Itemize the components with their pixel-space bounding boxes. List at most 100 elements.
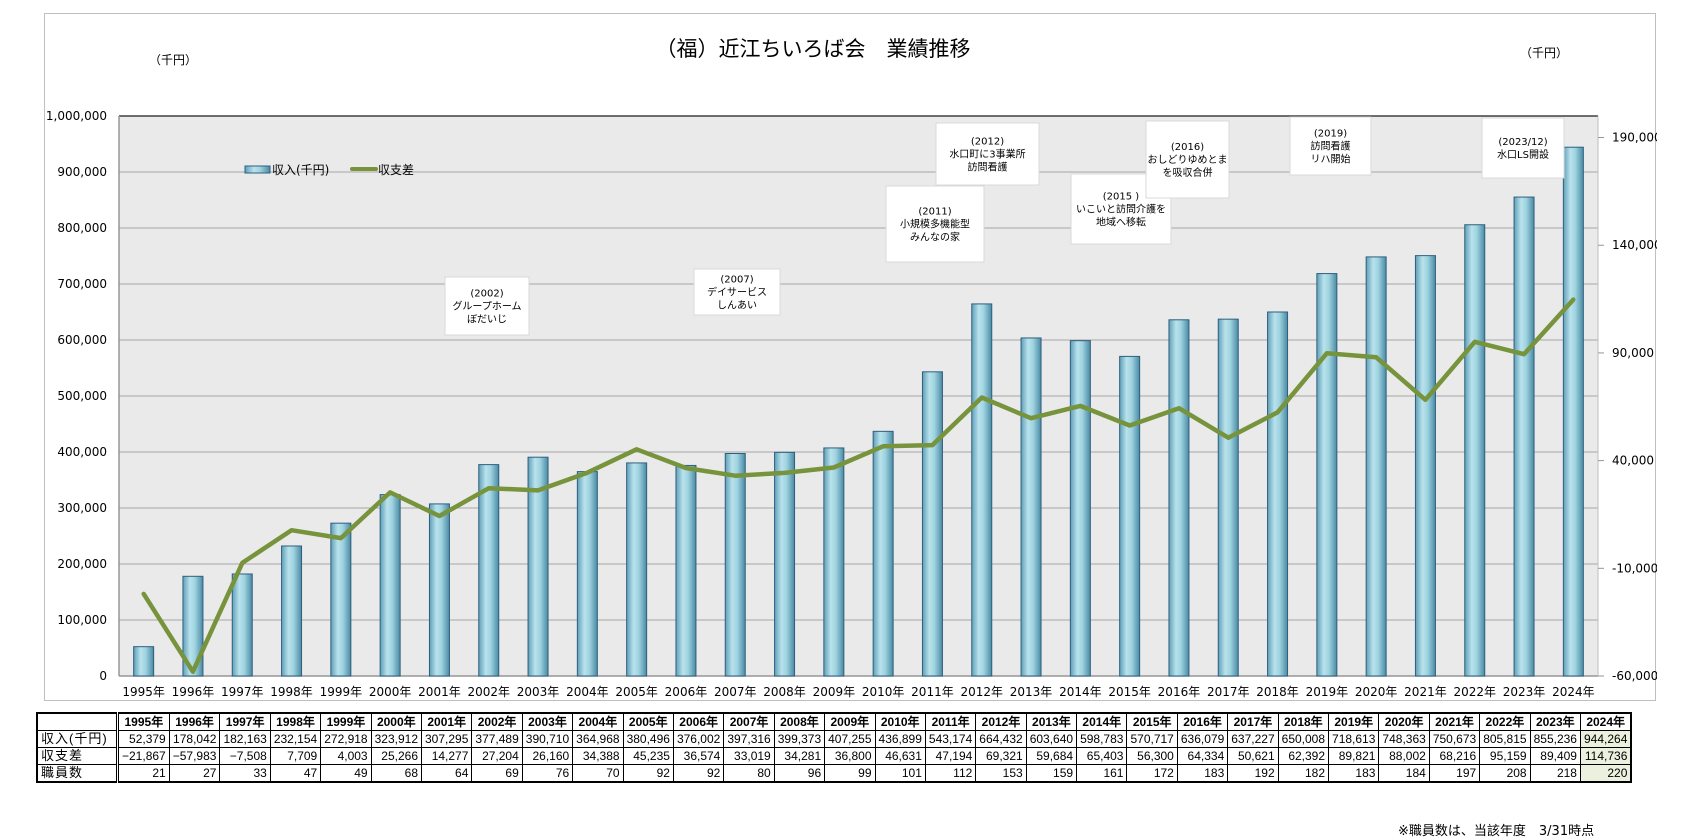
table-cell: 96 [773, 764, 826, 783]
table-cell: 88,002 [1378, 747, 1430, 765]
bar-1998年 [281, 545, 303, 677]
annotation-year: (2007) [720, 275, 753, 286]
footnote: ※職員数は、当該年度 3/31時点 [1398, 824, 1595, 839]
table-cell: 570,717 [1126, 730, 1178, 748]
table-header-cell: 2004年 [572, 712, 624, 731]
table-header-cell: 2020年 [1378, 712, 1430, 731]
table-cell: 69,321 [975, 747, 1027, 765]
table-cell: 543,174 [924, 730, 977, 748]
table-cell: 7,709 [269, 747, 322, 765]
annotation-text: 地域へ移転 [1096, 216, 1146, 229]
annotation-text: 訪問看護 [1311, 140, 1351, 153]
x-tick-label: 1998年 [270, 685, 313, 699]
x-tick-label: 2015年 [1108, 685, 1151, 699]
annotation-text: リハ開始 [1311, 153, 1351, 166]
table-cell: 101 [874, 764, 926, 783]
table-cell: 89,409 [1529, 747, 1581, 765]
table-cell: 47 [269, 764, 322, 783]
table-header-cell: 2005年 [622, 712, 674, 731]
bar-2005年 [626, 462, 648, 677]
table-cell: 664,432 [975, 730, 1027, 748]
table-cell: 59,684 [1025, 747, 1078, 765]
table-row: 収支差 −21,867 −57,983 −7,508 7,709 4,003 25,266 1… [36, 747, 1632, 765]
table-cell: 636,079 [1176, 730, 1229, 748]
x-tick-label: 2001年 [418, 685, 461, 699]
bar-2002年 [478, 464, 500, 677]
table-cell: 95,159 [1479, 747, 1531, 765]
table-cell: 21 [117, 764, 170, 783]
left-tick-label: 600,000 [57, 333, 107, 347]
bar-2008年 [774, 451, 796, 677]
table-row: 職員数 21 27 33 47 49 68 64 69 76 70 92 92 80 96 99 101 112 1… [36, 764, 1632, 783]
left-tick-label: 500,000 [57, 389, 107, 403]
annotation-box: (2023/12)水口LS開設 [1481, 117, 1565, 179]
x-tick-label: 1999年 [320, 685, 363, 699]
table-cell: 49 [320, 764, 372, 783]
bar-2024年 [1562, 146, 1584, 677]
table-cell: 307,295 [420, 730, 473, 748]
table-cell: 161 [1076, 764, 1128, 783]
table-cell: 178,042 [168, 730, 221, 748]
chart: （福）近江ちいろば会 業績推移 （千円） （千円） 0 100,000 200,00… [46, 37, 1657, 699]
right-axis-unit: （千円） [1520, 46, 1568, 60]
table-cell: 183 [1328, 764, 1380, 783]
table-cell: 390,710 [521, 730, 574, 748]
bar-2022年 [1464, 224, 1486, 677]
table-header-cell: 2008年 [773, 712, 826, 731]
table-cell: 14,277 [420, 747, 473, 765]
annotation-year: (2023/12) [1498, 137, 1547, 148]
x-tick-label: 2018年 [1256, 685, 1299, 699]
table-cell: 27 [168, 764, 221, 783]
table-header-cell: 2002年 [471, 712, 523, 731]
left-tick-label: 200,000 [57, 557, 107, 571]
bar-2001年 [428, 503, 450, 677]
annotation-text: 訪問看護 [968, 161, 1008, 174]
bar-2016年 [1168, 319, 1190, 677]
table-cell: 70 [572, 764, 624, 783]
table-header-cell: 2007年 [723, 712, 775, 731]
annotation-text: しんあい [717, 300, 757, 312]
table-cell: 197 [1428, 764, 1481, 783]
left-tick-label: 1,000,000 [46, 109, 107, 123]
table-header-cell: 2001年 [420, 712, 473, 731]
left-tick-label: 400,000 [57, 445, 107, 459]
table-cell: 399,373 [773, 730, 826, 748]
bar-2007年 [724, 453, 746, 677]
bar-2004年 [576, 471, 598, 677]
annotation-text: デイサービス [707, 286, 767, 299]
table-header-cell: 1996年 [168, 712, 221, 731]
table-cell: 50,621 [1227, 747, 1279, 765]
table-cell: 4,003 [320, 747, 372, 765]
x-tick-label: 2016年 [1158, 685, 1201, 699]
table-cell: 397,316 [723, 730, 775, 748]
table-cell: 47,194 [924, 747, 977, 765]
table-cell: 407,255 [824, 730, 876, 748]
table-cell: 36,574 [672, 747, 725, 765]
bar-series [133, 146, 1584, 677]
table-cell: 192 [1227, 764, 1279, 783]
x-tick-label: 2007年 [714, 685, 757, 699]
table-row: 収入(千円) 52,379 178,042 182,163 232,154 272,918… [36, 730, 1632, 748]
x-tick-label: 2022年 [1453, 685, 1496, 699]
table-cell: 68 [370, 764, 423, 783]
table-header-cell: 2015年 [1126, 712, 1178, 731]
bar-2018年 [1267, 311, 1289, 677]
left-tick-label: 800,000 [57, 221, 107, 235]
table-cell: 944,264 [1579, 730, 1632, 748]
table-cell: 62,392 [1277, 747, 1330, 765]
bar-1995年 [133, 646, 155, 677]
bar-2023年 [1513, 196, 1535, 677]
table-header-cell: 1997年 [219, 712, 271, 731]
annotation-text: 水口町に3事業所 [949, 148, 1025, 161]
x-tick-label: 2010年 [862, 685, 905, 699]
annotation-year: (2012) [971, 137, 1004, 148]
annotation-year: (2002) [470, 289, 503, 300]
bar-2011年 [921, 371, 943, 677]
bar-1996年 [182, 575, 204, 677]
right-tick-label: 140,000 [1612, 238, 1657, 252]
x-tick-label: 2008年 [763, 685, 806, 699]
left-tick-label: 100,000 [57, 613, 107, 627]
table-row-label: 職員数 [36, 764, 119, 783]
table-cell: 323,912 [370, 730, 423, 748]
